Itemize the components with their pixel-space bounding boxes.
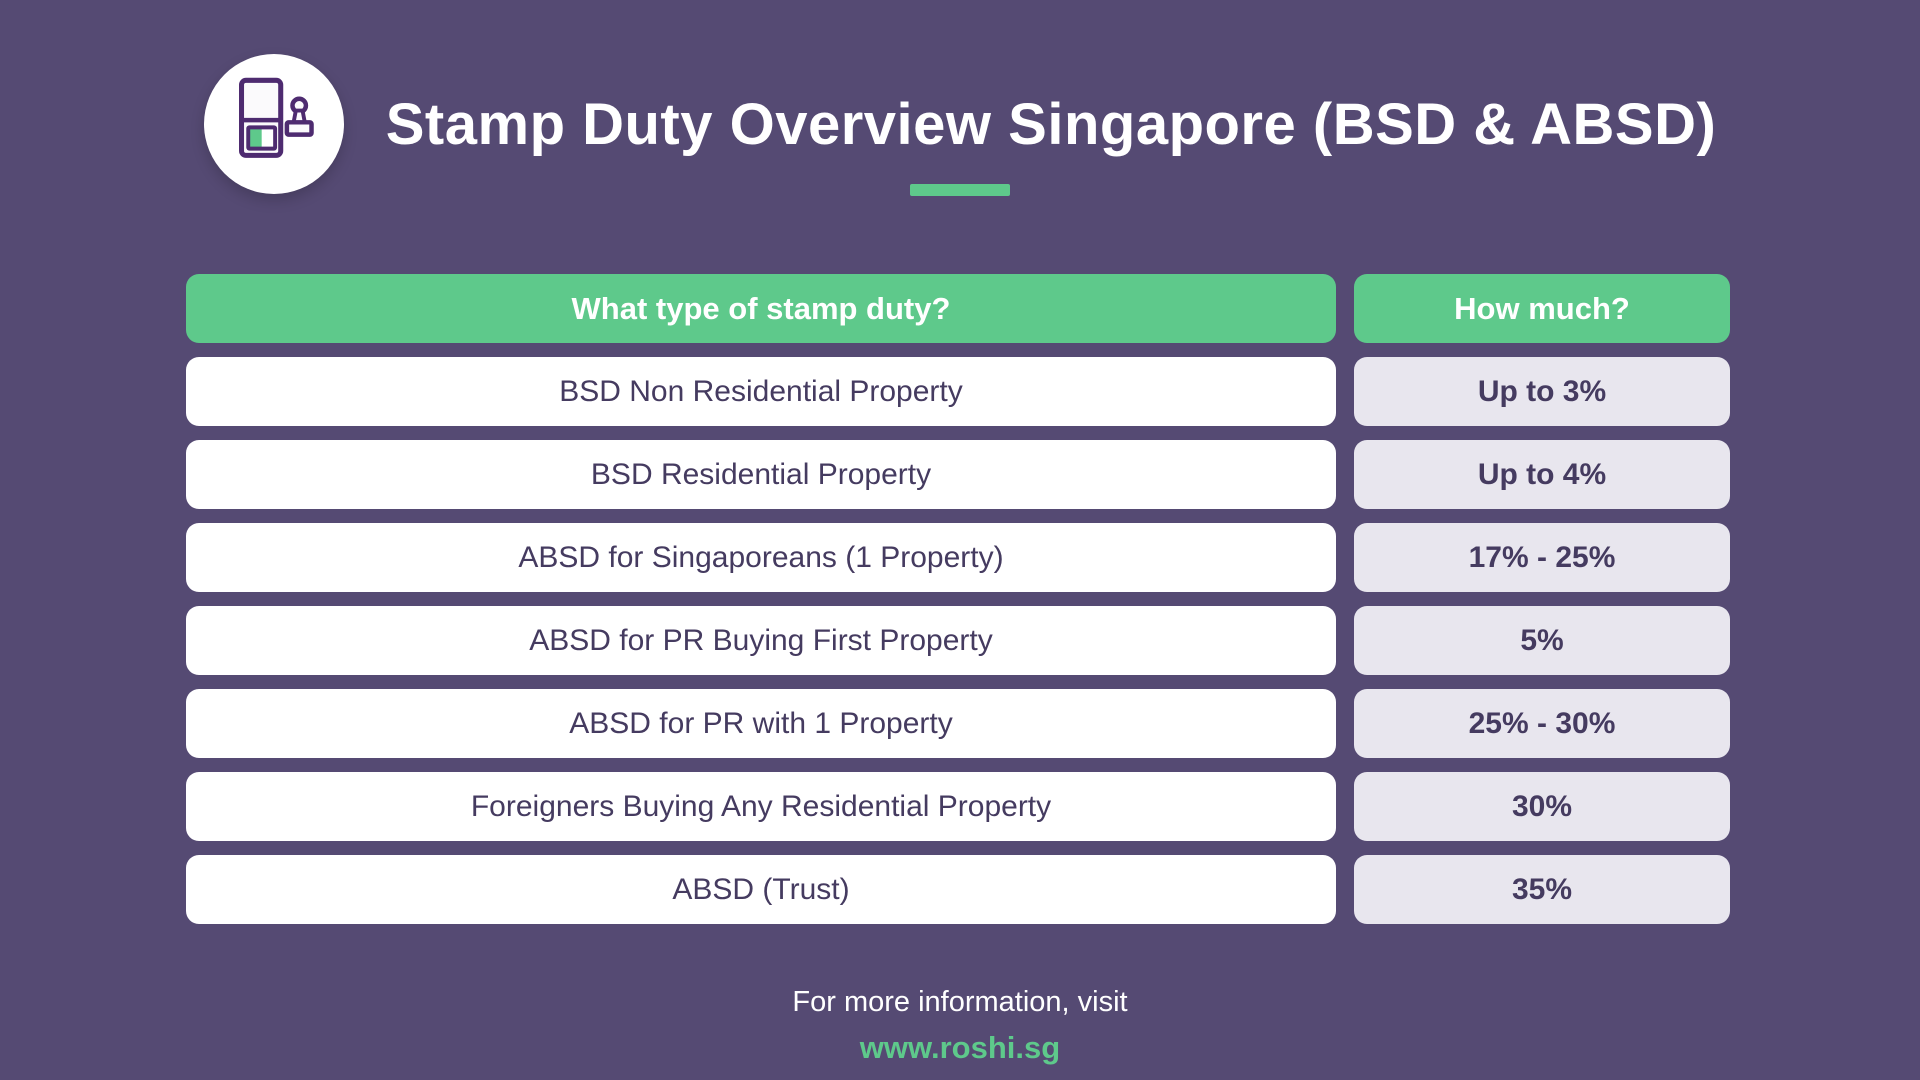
table-row: BSD Residential Property Up to 4% — [186, 440, 1730, 509]
table-row: ABSD for PR with 1 Property 25% - 30% — [186, 689, 1730, 758]
stamp-duty-amount-cell: 35% — [1354, 855, 1730, 924]
table-row: ABSD for Singaporeans (1 Property) 17% - … — [186, 523, 1730, 592]
table-body: BSD Non Residential Property Up to 3% BSD … — [186, 357, 1730, 924]
stamp-document-icon — [203, 54, 344, 194]
brand-row: Stamp Duty Overview Singapore (BSD & ABS… — [0, 54, 1920, 194]
table-row: ABSD (Trust) 35% — [186, 855, 1730, 924]
footer-website-link[interactable]: www.roshi.sg — [859, 1030, 1061, 1065]
column-header-amount: How much? — [1354, 274, 1730, 343]
stamp-duty-type-cell: ABSD for Singaporeans (1 Property) — [186, 523, 1336, 592]
stamp-duty-type-cell: ABSD for PR with 1 Property — [186, 689, 1336, 758]
title-underline-bar — [910, 184, 1010, 196]
stamp-duty-amount-cell: 17% - 25% — [1354, 523, 1730, 592]
stamp-duty-amount-cell: 30% — [1354, 772, 1730, 841]
stamp-duty-amount-cell: 5% — [1354, 606, 1730, 675]
stamp-duty-table: What type of stamp duty? How much? BSD N… — [186, 274, 1730, 924]
page-title: Stamp Duty Overview Singapore (BSD & ABS… — [385, 91, 1717, 157]
footer: For more information, visit www.roshi.sg — [0, 986, 1920, 1066]
stamp-duty-type-cell: Foreigners Buying Any Residential Proper… — [186, 772, 1336, 841]
stamp-duty-amount-cell: 25% - 30% — [1354, 689, 1730, 758]
column-header-type: What type of stamp duty? — [186, 274, 1336, 343]
stamp-duty-type-cell: BSD Non Residential Property — [186, 357, 1336, 426]
table-row: ABSD for PR Buying First Property 5% — [186, 606, 1730, 675]
header: Stamp Duty Overview Singapore (BSD & ABS… — [0, 0, 1920, 196]
stamp-duty-amount-cell: Up to 4% — [1354, 440, 1730, 509]
table-row: BSD Non Residential Property Up to 3% — [186, 357, 1730, 426]
stamp-duty-type-cell: ABSD (Trust) — [186, 855, 1336, 924]
table-row: Foreigners Buying Any Residential Proper… — [186, 772, 1730, 841]
stamp-duty-type-cell: BSD Residential Property — [186, 440, 1336, 509]
table-header-row: What type of stamp duty? How much? — [186, 274, 1730, 343]
footer-note: For more information, visit — [792, 986, 1128, 1018]
stamp-duty-amount-cell: Up to 3% — [1354, 357, 1730, 426]
stamp-duty-type-cell: ABSD for PR Buying First Property — [186, 606, 1336, 675]
